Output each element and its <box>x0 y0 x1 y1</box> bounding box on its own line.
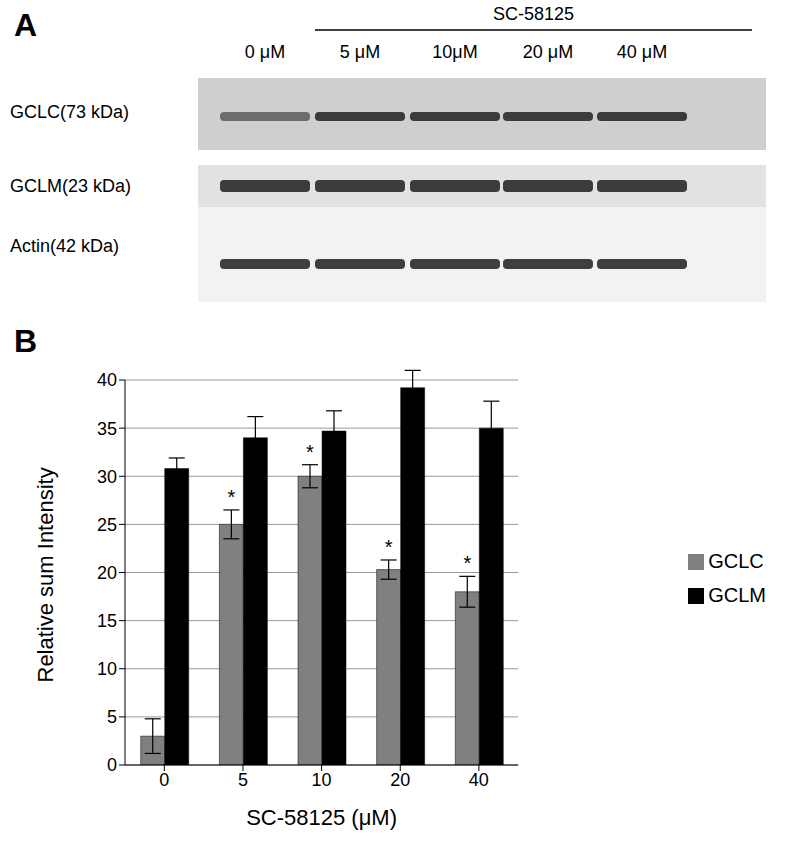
svg-text:0: 0 <box>159 770 169 790</box>
svg-text:40 μM: 40 μM <box>617 42 667 62</box>
svg-text:*: * <box>385 536 393 558</box>
svg-text:5: 5 <box>107 707 117 727</box>
svg-text:*: * <box>463 552 471 574</box>
svg-text:0 μM: 0 μM <box>245 42 285 62</box>
svg-text:0: 0 <box>107 755 117 775</box>
svg-text:10μM: 10μM <box>432 42 477 62</box>
svg-text:35: 35 <box>97 419 117 439</box>
html-text:GCLM: GCLM <box>708 583 766 606</box>
svg-text:GCLC(73 kDa): GCLC(73 kDa) <box>10 102 129 122</box>
svg-text:GCLM(23 kDa): GCLM(23 kDa) <box>10 176 131 196</box>
svg-text:B: B <box>14 323 37 359</box>
svg-text:SC-58125: SC-58125 <box>493 4 574 24</box>
svg-text:30: 30 <box>97 467 117 487</box>
svg-text:5 μM: 5 μM <box>340 42 380 62</box>
svg-text:20: 20 <box>390 770 410 790</box>
html-text:GCLC: GCLC <box>708 549 764 572</box>
svg-text:15: 15 <box>97 611 117 631</box>
svg-text:Actin(42 kDa): Actin(42 kDa) <box>10 236 119 256</box>
svg-text:*: * <box>306 441 314 463</box>
svg-text:25: 25 <box>97 515 117 535</box>
svg-text:5: 5 <box>238 770 248 790</box>
svg-text:SC-58125 (μM): SC-58125 (μM) <box>246 805 397 830</box>
svg-text:20: 20 <box>97 563 117 583</box>
svg-text:10: 10 <box>97 659 117 679</box>
svg-text:40: 40 <box>469 770 489 790</box>
svg-text:A: A <box>14 7 37 43</box>
svg-text:20 μM: 20 μM <box>523 42 573 62</box>
svg-text:40: 40 <box>97 370 117 390</box>
svg-text:Relative sum Intensity: Relative sum Intensity <box>33 467 58 682</box>
svg-text:10: 10 <box>312 770 332 790</box>
svg-text:*: * <box>227 486 235 508</box>
